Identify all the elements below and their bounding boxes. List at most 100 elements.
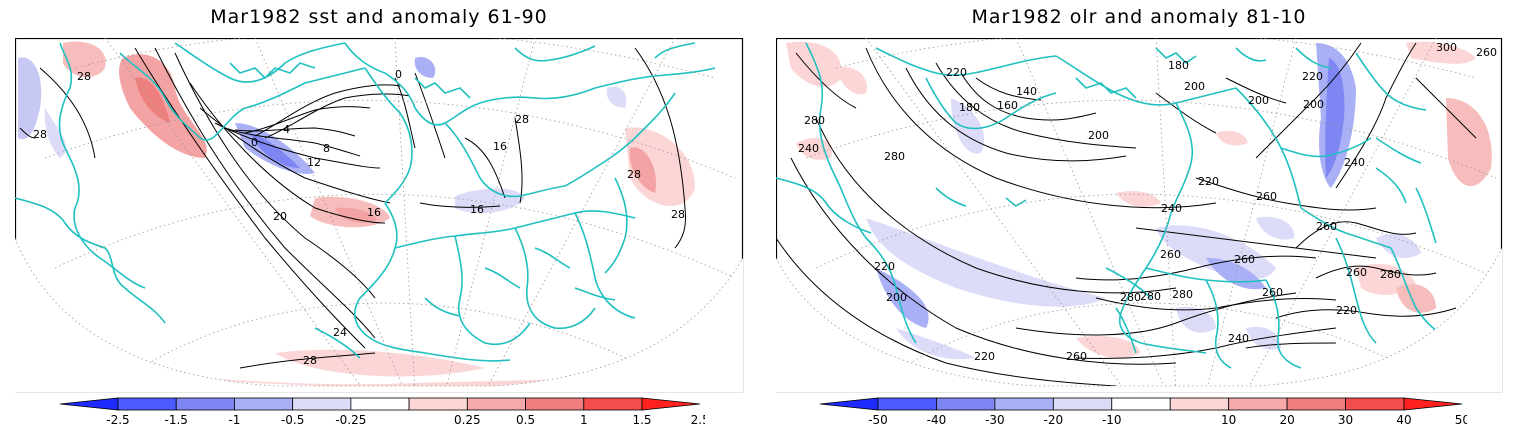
contour-label: 220 [1336,304,1357,317]
olr-contours [776,42,1477,387]
colorbar-tick-label: 40 [1396,413,1411,427]
colorbar-tick-label: 50 [1455,413,1467,427]
colorbar-cell [994,397,1054,411]
contour-label: 260 [1262,286,1283,299]
colorbar-cell [525,397,585,411]
contour-label: 220 [1302,70,1323,83]
contour-label: 24 [333,326,347,339]
contour-label: 28 [303,354,317,367]
colorbar-tick-label: 2.5 [691,413,705,427]
contour-label: 180 [1168,59,1189,72]
contour-label: 260 [1476,46,1497,59]
contour-label: 280 [804,114,825,127]
colorbar-cell [1169,397,1230,411]
sst-map-panel: 28 28 0 0 4 8 12 16 16 20 24 28 16 28 28… [15,38,744,393]
contour-label: 0 [251,136,258,149]
contour-label: 240 [1344,156,1365,169]
colorbar-tick-label: -20 [1044,413,1064,427]
colorbar-tick-label: -0.5 [281,413,304,427]
contour-label: 28 [671,208,685,221]
contour-label: 280 [1380,268,1401,281]
colorbar-cell [1345,397,1405,411]
contour-label: 220 [874,260,895,273]
colorbar-tick-label: -1 [228,413,240,427]
contour-label: 260 [1160,248,1181,261]
contour-label: 280 [1140,290,1161,303]
contour-label: 280 [1120,291,1141,304]
contour-label: 8 [323,142,330,155]
colorbar-cell [292,397,352,411]
panel-2-title: Mar1982 olr and anomaly 81-10 [971,6,1307,28]
colorbar-tick-label: -2.5 [106,413,129,427]
colorbar-cell [1052,397,1113,411]
contour-label: 200 [1184,80,1205,93]
colorbar-arrow-high [1403,397,1463,411]
contour-label: 260 [1256,190,1277,203]
olr-hemisphere-edge [776,247,1503,392]
olr-contour-labels: 280 220 180 160 140 180 200 200 200 220 … [798,41,1497,363]
colorbar-tick-label: 0.25 [454,413,481,427]
olr-coastlines [776,42,1452,369]
contour-label: 220 [1198,175,1219,188]
colorbar-arrow-low [819,397,879,411]
contour-label: 220 [946,66,967,79]
colorbar-cell [877,397,937,411]
contour-label: 4 [283,123,290,136]
contour-label: 20 [273,210,287,223]
contour-label: 260 [1316,220,1337,233]
contour-label: 260 [1066,350,1087,363]
colorbar-cell [350,397,410,411]
contour-label: 12 [307,156,321,169]
olr-colorbar: -50 -40 -30 -20 -10 10 20 30 40 50 [819,397,1467,427]
colorbar-cell [234,397,294,411]
colorbar-cell [1111,397,1171,411]
olr-grid [805,38,1497,393]
colorbar-cell [117,397,177,411]
colorbar-tick-label: 1 [580,413,588,427]
colorbar-tick-label: -40 [927,413,947,427]
contour-label: 28 [77,70,91,83]
colorbar-tick-label: 0.5 [516,413,535,427]
sst-hemisphere-edge [15,237,744,392]
colorbar-cell [1228,397,1288,411]
colorbar-tick-label: 10 [1221,413,1236,427]
colorbar-cell [583,397,643,411]
sst-grid [44,38,736,393]
colorbar-tick-label: 20 [1279,413,1294,427]
olr-anomaly-shading [786,41,1492,360]
olr-map-panel: 280 220 180 160 140 180 200 200 200 220 … [776,38,1503,393]
colorbar-cell [175,397,235,411]
contour-label: 16 [493,140,507,153]
contour-label: 280 [884,150,905,163]
contour-label: 240 [798,142,819,155]
contour-label: 200 [886,291,907,304]
contour-label: 0 [395,68,402,81]
sst-coastlines [15,42,716,362]
colorbar-tick-label: -30 [985,413,1005,427]
contour-label: 260 [1234,253,1255,266]
contour-label: 160 [997,99,1018,112]
panel-1-title: Mar1982 sst and anomaly 61-90 [210,6,548,28]
contour-label: 16 [470,203,484,216]
contour-label: 200 [1088,129,1109,142]
colorbar-cell [1286,397,1346,411]
contour-label: 300 [1436,41,1457,54]
contour-label: 280 [1172,288,1193,301]
colorbar-cell [936,397,996,411]
sst-contour-labels: 28 28 0 0 4 8 12 16 16 20 24 28 16 28 28… [33,68,685,367]
contour-label: 180 [959,101,980,114]
contour-label: 28 [33,128,47,141]
contour-label: 140 [1016,85,1037,98]
colorbar-cell [408,397,468,411]
contour-label: 240 [1161,202,1182,215]
contour-label: 200 [1303,98,1324,111]
colorbar-arrow-low [59,397,119,411]
colorbar-tick-label: -10 [1102,413,1122,427]
contour-label: 28 [627,168,641,181]
contour-label: 220 [974,350,995,363]
contour-label: 200 [1248,94,1269,107]
colorbar-tick-label: -50 [868,413,888,427]
contour-label: 28 [515,113,529,126]
contour-label: 240 [1228,332,1249,345]
colorbar-tick-label: -0.25 [335,413,366,427]
